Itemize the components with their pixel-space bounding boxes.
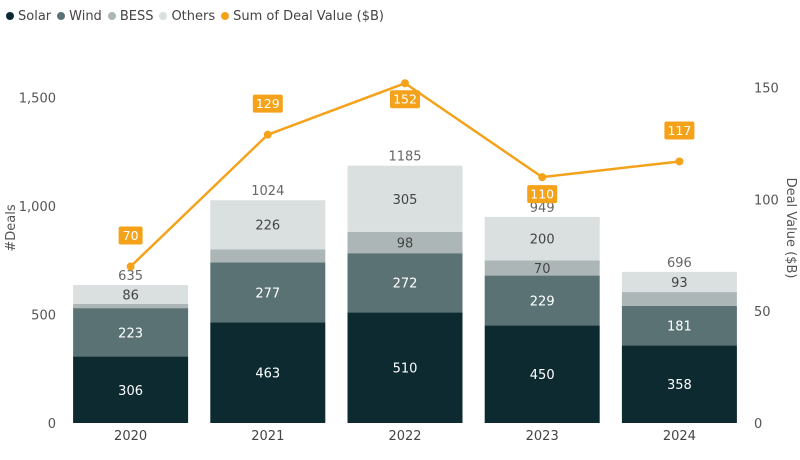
legend-swatch [6,12,14,20]
deal-value-point [263,130,272,139]
y-axis-title: #Deals [4,204,19,251]
x-tick-label: 2020 [114,429,147,444]
segment-label: 272 [393,277,418,292]
deal-value-point [538,173,547,182]
deal-value-point [675,157,684,166]
y2-tick-label: 150 [754,82,779,97]
deal-value-badge [118,226,143,245]
segment-label: 306 [118,384,143,399]
legend-swatch [107,12,116,20]
legend-item: Solar [6,9,51,24]
bar-total-label: 635 [118,269,143,284]
axes-layer: 2020 2021 2022 2023 2024 0 500 1,000 1,500 0 50 100… [19,82,779,444]
bar-segment-wind [484,275,600,326]
deal-value-label: 129 [256,96,280,111]
bar-segment-solar [347,312,463,423]
legend-label: Others [171,8,216,24]
y2-tick-label: 100 [754,193,779,208]
bar-segment-others [210,200,326,250]
segment-label: 223 [118,326,143,341]
legend-label: Sum of Deal Value ($B) [233,8,384,24]
deal-value-label: 117 [667,123,691,138]
segment-label: 200 [530,233,555,248]
legend-label: Solar [18,8,52,24]
bar-segment-solar [210,322,326,423]
x-tick-label: 2024 [663,429,696,444]
bar-segment-solar [73,356,189,423]
segment-label: 70 [534,262,551,277]
x-tick-label: 2021 [251,429,284,444]
y2-tick-label: 50 [754,305,771,320]
bar-segment-wind [73,308,189,357]
line-layer: 70 129 152 110 117 [118,79,695,271]
y2-tick-label: 0 [754,417,762,432]
legend-item: Wind [57,9,102,24]
deal-value-point [401,79,409,88]
y2-axis-title: Deal Value ($B) [783,178,798,279]
bar-segment-others [621,271,737,293]
legend-item: BESS [107,8,154,24]
y-tick-label: 500 [31,308,56,323]
bar-segment-bess [484,260,600,276]
deal-value-label: 70 [123,228,139,243]
legend-swatch [159,12,168,20]
deal-value-badge [527,185,558,204]
legend-item: Sum of Deal Value ($B) [221,9,384,24]
deal-value-label: 110 [530,187,554,202]
segment-label: 277 [255,286,280,301]
bar-segment-bess [73,303,189,309]
bar-total-label: 1024 [251,184,284,199]
bar-total-label: 1185 [388,150,421,165]
segment-label: 305 [393,193,418,208]
bar-total-label: 949 [530,201,555,216]
segment-label: 93 [671,276,688,291]
bar-segment-bess [210,249,326,263]
bar-segment-others [484,216,600,261]
legend-label: Wind [69,8,102,24]
bar-segment-wind [621,305,737,346]
bar-segment-others [73,285,189,304]
deal-value-badge [252,94,283,113]
deal-value-badge [664,121,695,140]
y-tick-label: 0 [48,417,56,432]
bar-segment-others [347,165,463,232]
y-tick-label: 1,500 [19,91,56,106]
y-tick-label: 1,000 [19,200,56,215]
bar-segment-wind [210,262,326,323]
deal-value-point [126,262,135,271]
legend-swatch [221,12,230,20]
bar-segment-bess [347,231,463,254]
segment-label: 86 [122,288,139,303]
bars-layer: 306 223 86 635 463 277 226 1024 510 272 98 305 1185 4… [73,150,737,423]
segment-label: 226 [255,219,280,234]
deal-value-badge [390,90,420,109]
bar-segment-bess [621,292,737,306]
segment-label: 229 [530,294,555,309]
segment-label: 358 [667,378,692,393]
bar-segment-solar [621,345,737,423]
x-tick-label: 2022 [388,429,421,444]
segment-label: 510 [393,362,418,377]
segment-label: 463 [255,367,280,382]
legend: Solar Wind BESS Others Sum of Deal Value ($B… [6,6,390,26]
segment-label: 450 [530,368,555,383]
bar-segment-wind [347,253,463,313]
legend-item: Others [159,9,215,24]
deal-value-label: 152 [393,92,417,107]
segment-label: 98 [397,237,414,252]
segment-label: 181 [667,320,692,335]
legend-label: BESS [119,8,154,24]
bar-total-label: 696 [667,256,692,271]
legend-swatch [57,12,66,20]
bar-segment-solar [484,325,600,423]
x-tick-label: 2023 [526,429,559,444]
